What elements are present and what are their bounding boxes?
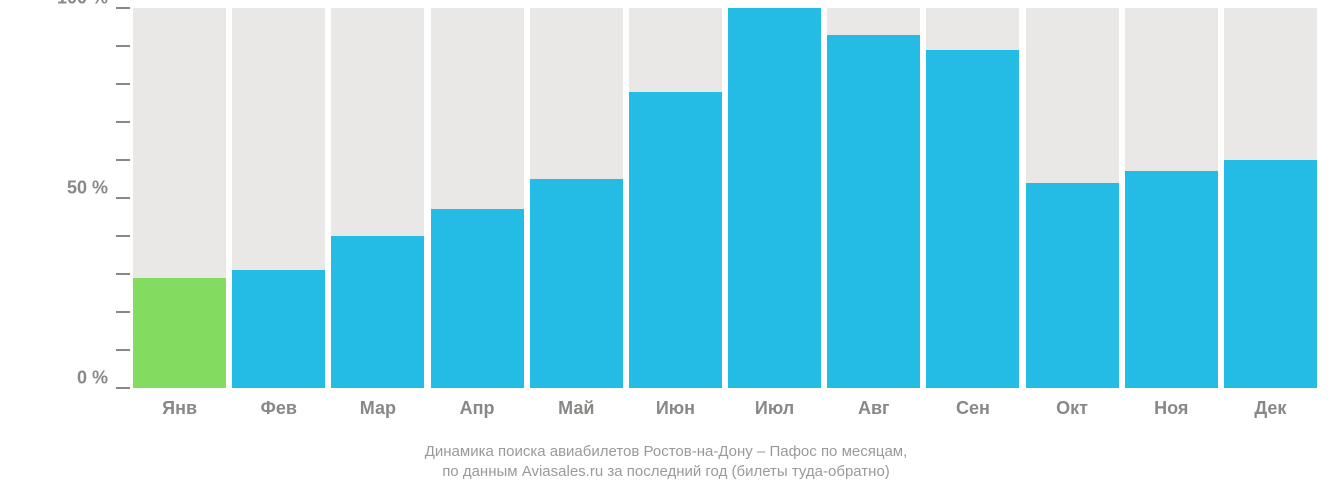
bar-slot xyxy=(626,8,725,388)
bar xyxy=(728,8,821,388)
bar-slot xyxy=(527,8,626,388)
x-tick-label: Июл xyxy=(755,398,794,419)
caption-line-1: Динамика поиска авиабилетов Ростов-на-До… xyxy=(0,442,1332,462)
bar-slot xyxy=(428,8,527,388)
bar-slot xyxy=(824,8,923,388)
chart-caption: Динамика поиска авиабилетов Ростов-на-До… xyxy=(0,442,1332,483)
x-tick-label: Фев xyxy=(261,398,297,419)
y-axis: 0 %50 %100 % xyxy=(0,8,130,388)
x-tick-label: Июн xyxy=(656,398,695,419)
x-axis: Янв Фев Мар Апр Май Июн Июл Авг Сен Окт Ноя Дек xyxy=(130,392,1320,432)
bar xyxy=(1224,160,1317,388)
bar xyxy=(133,278,226,388)
bar-slot xyxy=(725,8,824,388)
y-tick-mark xyxy=(116,159,130,161)
y-tick-mark xyxy=(116,311,130,313)
y-tick-mark xyxy=(116,45,130,47)
x-tick-label: Авг xyxy=(858,398,890,419)
bar xyxy=(629,92,722,388)
bar xyxy=(1125,171,1218,388)
caption-line-2: по данным Aviasales.ru за последний год … xyxy=(0,462,1332,482)
y-tick-label: 50 % xyxy=(67,177,108,198)
x-tick-label: Сен xyxy=(956,398,990,419)
bar-slot xyxy=(923,8,1022,388)
y-tick-mark xyxy=(116,273,130,275)
bar xyxy=(331,236,424,388)
x-tick-label: Ноя xyxy=(1154,398,1188,419)
y-tick-mark xyxy=(116,387,130,389)
bar-slot xyxy=(1122,8,1221,388)
x-tick-label: Янв xyxy=(162,398,197,419)
y-tick-mark xyxy=(116,83,130,85)
plot-area xyxy=(130,8,1320,388)
y-tick-label: 0 % xyxy=(77,367,108,388)
x-tick-label: Апр xyxy=(460,398,495,419)
bar-slot xyxy=(1023,8,1122,388)
x-tick-label: Май xyxy=(558,398,594,419)
y-tick-label: 100 % xyxy=(57,0,108,8)
bar xyxy=(926,50,1019,388)
y-tick-mark xyxy=(116,235,130,237)
bar-slot xyxy=(328,8,427,388)
bar-slot xyxy=(229,8,328,388)
bar xyxy=(431,209,524,388)
bar-slot xyxy=(1221,8,1320,388)
bar xyxy=(232,270,325,388)
bar xyxy=(530,179,623,388)
x-tick-label: Дек xyxy=(1254,398,1286,419)
y-tick-mark xyxy=(116,349,130,351)
x-tick-label: Мар xyxy=(360,398,396,419)
y-tick-mark xyxy=(116,7,130,9)
bar-slot xyxy=(130,8,229,388)
y-tick-mark xyxy=(116,121,130,123)
bar xyxy=(1026,183,1119,388)
y-tick-mark xyxy=(116,197,130,199)
chart-container: 0 % 50 % 100 % Янв Фев Мар Апр Май Июн Июл Авг Сен… xyxy=(0,0,1332,502)
bar xyxy=(827,35,920,388)
x-tick-label: Окт xyxy=(1056,398,1088,419)
